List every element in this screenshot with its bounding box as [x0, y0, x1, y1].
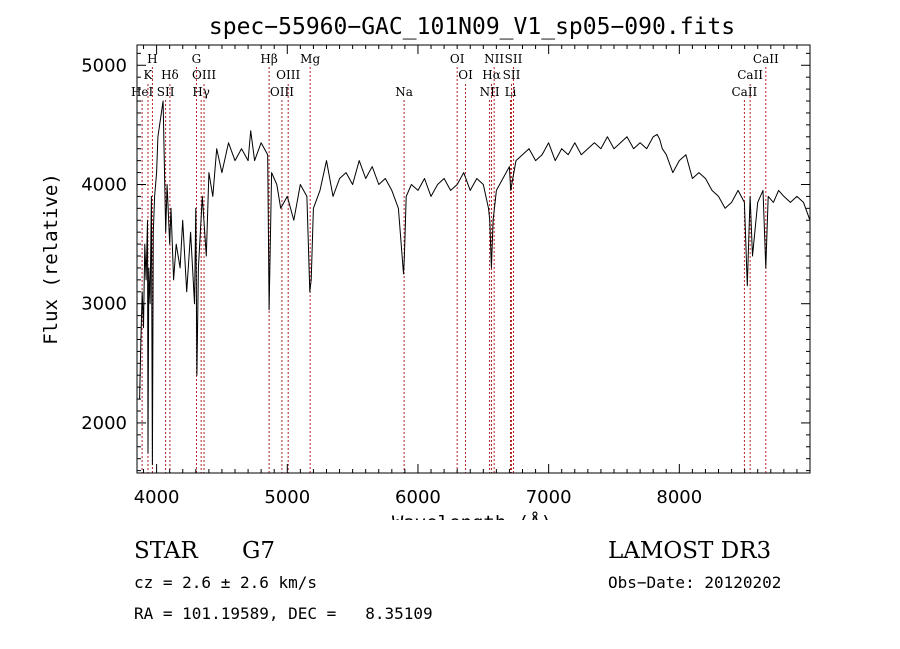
line-marker-label: OIII — [276, 68, 300, 82]
line-marker-label: Hδ — [161, 68, 179, 82]
spectral-line-markers — [141, 67, 767, 473]
x-tick-label: 5000 — [264, 487, 310, 508]
line-marker-label: OIII — [270, 85, 294, 99]
y-tick-label: 3000 — [81, 294, 127, 315]
line-marker-label: K — [143, 68, 153, 82]
object-class: STAR — [134, 538, 198, 564]
line-marker-label: OIII — [192, 68, 216, 82]
line-marker-label: SII — [505, 52, 523, 66]
redshift-velocity: cz = 2.6 ± 2.6 km/s — [134, 573, 318, 592]
line-marker-label: Mg — [300, 52, 320, 66]
plot-frame — [136, 44, 811, 474]
y-axis-ticks: 2000 3000 4000 5000 — [81, 52, 810, 472]
line-marker-label: OI — [450, 52, 465, 66]
x-tick-label: 8000 — [656, 487, 702, 508]
line-marker-label: NII — [484, 52, 504, 66]
coordinates: RA = 101.19589, DEC = 8.35109 — [134, 604, 433, 623]
y-tick-label: 4000 — [81, 174, 127, 195]
object-subclass: G7 — [242, 538, 276, 564]
line-marker-label: OI — [458, 68, 473, 82]
line-marker-label: SII — [157, 85, 175, 99]
line-marker-label: CaII — [737, 68, 763, 82]
spectrum-line — [139, 100, 811, 466]
line-marker-label: CaII — [753, 52, 779, 66]
line-marker-label: Hβ — [260, 52, 277, 66]
spectral-line-labels: HeIKHSIIHδGHγOIIIHβOIIIOIIIMgNaOIOINIIHα… — [131, 52, 779, 99]
line-marker-label: HeI — [131, 85, 154, 99]
line-marker-label: Hα — [482, 68, 501, 82]
line-marker-label: H — [147, 52, 157, 66]
spectrum-chart: spec−55960−GAC_101N09_V1_sp05−090.fits H… — [40, 14, 811, 520]
observation-date: Obs−Date: 20120202 — [608, 573, 782, 592]
x-axis-label: Wavelength (Å) — [392, 511, 552, 520]
survey-release: LAMOST DR3 — [608, 538, 772, 564]
line-marker-label: Na — [395, 85, 413, 99]
chart-title: spec−55960−GAC_101N09_V1_sp05−090.fits — [209, 14, 735, 40]
line-marker-label: G — [192, 52, 202, 66]
x-tick-label: 6000 — [395, 487, 441, 508]
line-marker-label: NII — [480, 85, 500, 99]
y-tick-label: 5000 — [81, 55, 127, 76]
line-marker-label: SII — [503, 68, 521, 82]
y-tick-label: 2000 — [81, 413, 127, 434]
line-marker-label: Hγ — [192, 85, 210, 99]
x-axis-ticks: 4000 5000 6000 7000 8000 — [134, 45, 798, 508]
line-marker-label: Li — [505, 85, 517, 99]
x-tick-label: 7000 — [526, 487, 572, 508]
y-axis-label: Flux (relative) — [40, 173, 62, 345]
x-tick-label: 4000 — [134, 487, 180, 508]
line-marker-label: CaII — [731, 85, 757, 99]
